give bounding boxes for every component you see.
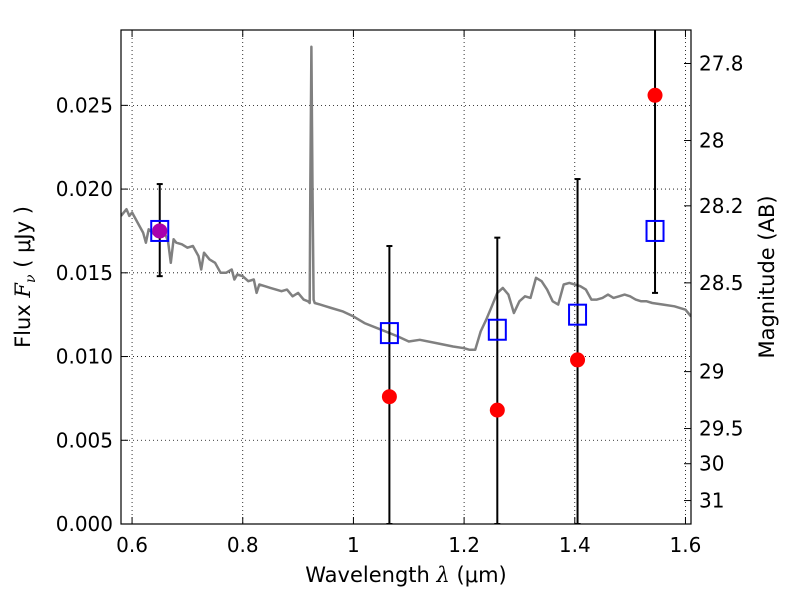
model-band-square [645, 219, 665, 242]
y2-tick-label: 29.5 [699, 417, 744, 441]
overlap-point [152, 223, 168, 239]
y-tick-label: 0.025 [56, 93, 113, 117]
x-tick-label: 1.6 [670, 533, 702, 557]
y2-tick-label: 29 [699, 360, 724, 384]
model-band-square [379, 322, 399, 345]
x-tick-label: 0.6 [116, 533, 148, 557]
model-band-square [487, 318, 507, 341]
axes: 0.6 0.8 1 1.2 1.4 1.6 0.000 0.005 0.010 0.015 0.02… [56, 30, 744, 557]
y-tick-label: 0.020 [56, 177, 113, 201]
y2-tick-label: 28.2 [699, 194, 744, 218]
y-tick-label: 0.015 [56, 261, 113, 285]
y-tick-label: 0.010 [56, 345, 113, 369]
observed-flux-point [489, 402, 505, 418]
observed-flux-point [570, 352, 586, 368]
x-axis-label: Wavelength λ (μm) [305, 563, 506, 587]
observed-flux-point [381, 389, 397, 405]
plot-background [121, 30, 691, 524]
y2-tick-label: 28.5 [699, 271, 744, 295]
model-sed-line [121, 45, 691, 352]
x-tick-label: 1.2 [448, 533, 480, 557]
model-band-square [150, 219, 170, 242]
y2-tick-label: 27.8 [699, 51, 744, 75]
model-band-square [568, 303, 588, 326]
y2-axis-label: Magnitude (AB) [755, 195, 779, 358]
y-tick-label: 0.005 [56, 428, 113, 452]
data-series [121, 30, 691, 524]
x-tick-label: 1 [347, 533, 360, 557]
y-tick-label: 0.000 [56, 512, 113, 536]
y-axis-label: Flux Fν ( μJy ) [11, 206, 39, 348]
plot-frame [120, 29, 692, 525]
y2-tick-label: 28 [699, 129, 724, 153]
x-tick-label: 0.8 [227, 533, 259, 557]
observed-flux-point [647, 87, 663, 103]
y2-tick-label: 31 [699, 489, 724, 513]
x-tick-label: 1.4 [559, 533, 591, 557]
y2-tick-label: 30 [699, 452, 724, 476]
